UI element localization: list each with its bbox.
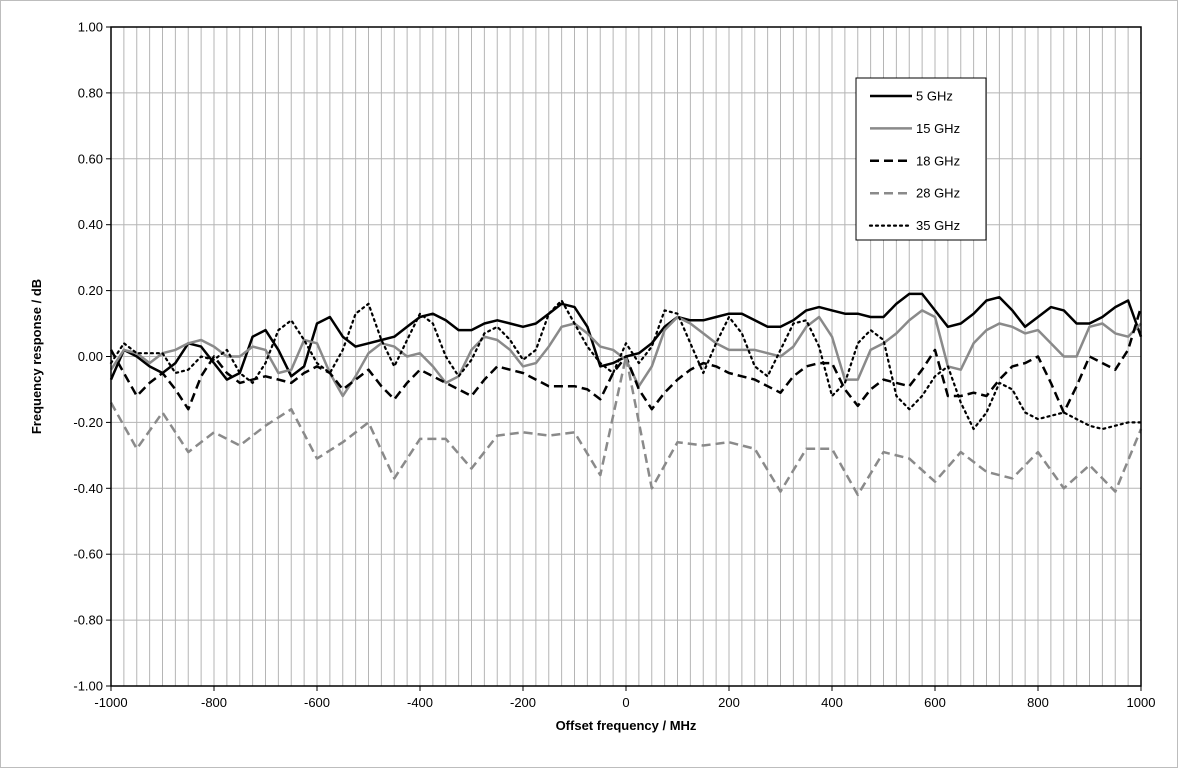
y-tick-label: 1.00 — [78, 20, 103, 35]
x-tick-label: 400 — [821, 695, 843, 710]
y-tick-label: -1.00 — [73, 679, 103, 694]
y-tick-label: -0.60 — [73, 547, 103, 562]
y-axis-title: Frequency response / dB — [29, 279, 44, 434]
x-tick-label: -200 — [510, 695, 536, 710]
y-tick-label: -0.20 — [73, 415, 103, 430]
legend-label: 28 GHz — [916, 186, 960, 201]
legend-label: 15 GHz — [916, 121, 960, 136]
series-line-4 — [109, 355, 1143, 497]
x-tick-label: -1000 — [94, 695, 127, 710]
y-tick-label: 0.20 — [78, 283, 103, 298]
data-series — [109, 292, 1143, 497]
y-tick-label: -0.40 — [73, 481, 103, 496]
x-tick-label: -400 — [407, 695, 433, 710]
legend-label: 35 GHz — [916, 218, 960, 233]
x-tick-label: -600 — [304, 695, 330, 710]
series-line-3 — [109, 306, 1143, 414]
legend-box — [855, 77, 987, 241]
x-tick-label: 800 — [1027, 695, 1049, 710]
legend-label: 18 GHz — [916, 153, 960, 168]
legend-label: 5 GHz — [916, 89, 953, 104]
y-tick-label: 0.00 — [78, 349, 103, 364]
x-tick-label: 200 — [718, 695, 740, 710]
grid-lines — [110, 26, 1142, 687]
series-line-5 — [109, 299, 1143, 431]
x-tick-label: 600 — [924, 695, 946, 710]
legend: 5 GHz 15 GHz 18 GHz 28 GHz 35 GHz — [855, 77, 987, 241]
y-tick-label: 0.60 — [78, 151, 103, 166]
x-axis-title: Offset frequency / MHz — [556, 718, 697, 733]
x-tick-label: 0 — [622, 695, 629, 710]
x-tick-label: 1000 — [1127, 695, 1156, 710]
tick-labels: 1.00 0.80 0.60 0.40 0.20 0.00 -0.20 -0.40 -0.60 -… — [73, 20, 1155, 711]
y-tick-label: 0.40 — [78, 217, 103, 232]
x-tick-label: -800 — [201, 695, 227, 710]
y-tick-label: 0.80 — [78, 85, 103, 100]
y-tick-label: -0.80 — [73, 613, 103, 628]
